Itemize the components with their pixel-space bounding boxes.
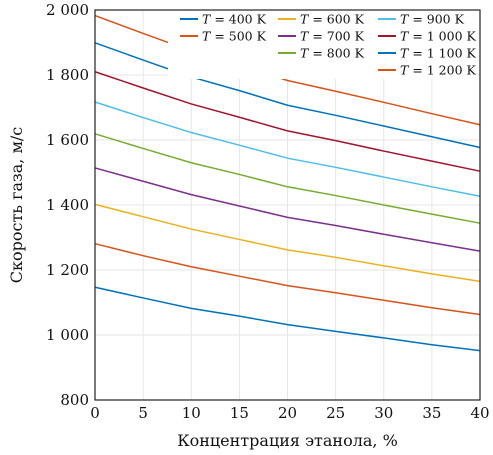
x-tick-label: 10	[182, 404, 201, 422]
x-tick-label: 25	[326, 404, 345, 422]
y-tick-labels: 800 1 000 1 200 1 400 1 600 1 800 2 000	[46, 1, 89, 409]
series-lines	[94, 14, 481, 352]
y-tick-label: 2 000	[46, 1, 89, 19]
series-line	[94, 203, 481, 283]
y-tick-label: 1 400	[46, 196, 89, 214]
series-line	[94, 167, 481, 252]
y-tick-label: 1 000	[46, 326, 89, 344]
y-tick-label: 1 200	[46, 261, 89, 279]
x-tick-label: 30	[374, 404, 393, 422]
x-axis-title: Концентрация этанола, %	[177, 431, 398, 450]
x-tick-label: 0	[90, 404, 100, 422]
y-tick-label: 800	[60, 391, 89, 409]
legend-label: T = 1 000 K	[400, 29, 477, 44]
x-tick-label: 15	[230, 404, 249, 422]
legend: T = 400 K T = 500 K T = 600 K T = 700 K T = …	[168, 11, 478, 79]
x-tick-labels: 0 5 10 15 20 25 30 35 40	[90, 404, 489, 422]
series-line	[94, 242, 481, 316]
series-line	[94, 101, 481, 197]
y-tick-label: 1 800	[46, 66, 89, 84]
series-line	[94, 286, 481, 352]
series-line	[94, 14, 481, 126]
y-tick-label: 1 600	[46, 131, 89, 149]
x-tick-label: 35	[422, 404, 441, 422]
legend-label: T = 600 K	[300, 12, 365, 27]
series-line	[94, 71, 481, 172]
series-line	[94, 133, 481, 224]
plot-frame	[94, 9, 481, 401]
x-tick-label: 20	[278, 404, 297, 422]
legend-box	[168, 11, 478, 79]
series-line	[94, 42, 481, 149]
legend-label: T = 400 K	[202, 12, 267, 27]
legend-label: T = 700 K	[300, 29, 365, 44]
legend-label: T = 500 K	[202, 29, 267, 44]
x-tick-label: 40	[470, 404, 489, 422]
legend-label: T = 1 200 K	[400, 63, 477, 78]
legend-label: T = 800 K	[300, 46, 365, 61]
x-tick-label: 5	[138, 404, 148, 422]
legend-label: T = 900 K	[400, 12, 465, 27]
y-axis-title: Скорость газа, м/с	[7, 127, 26, 284]
legend-label: T = 1 100 K	[400, 46, 477, 61]
